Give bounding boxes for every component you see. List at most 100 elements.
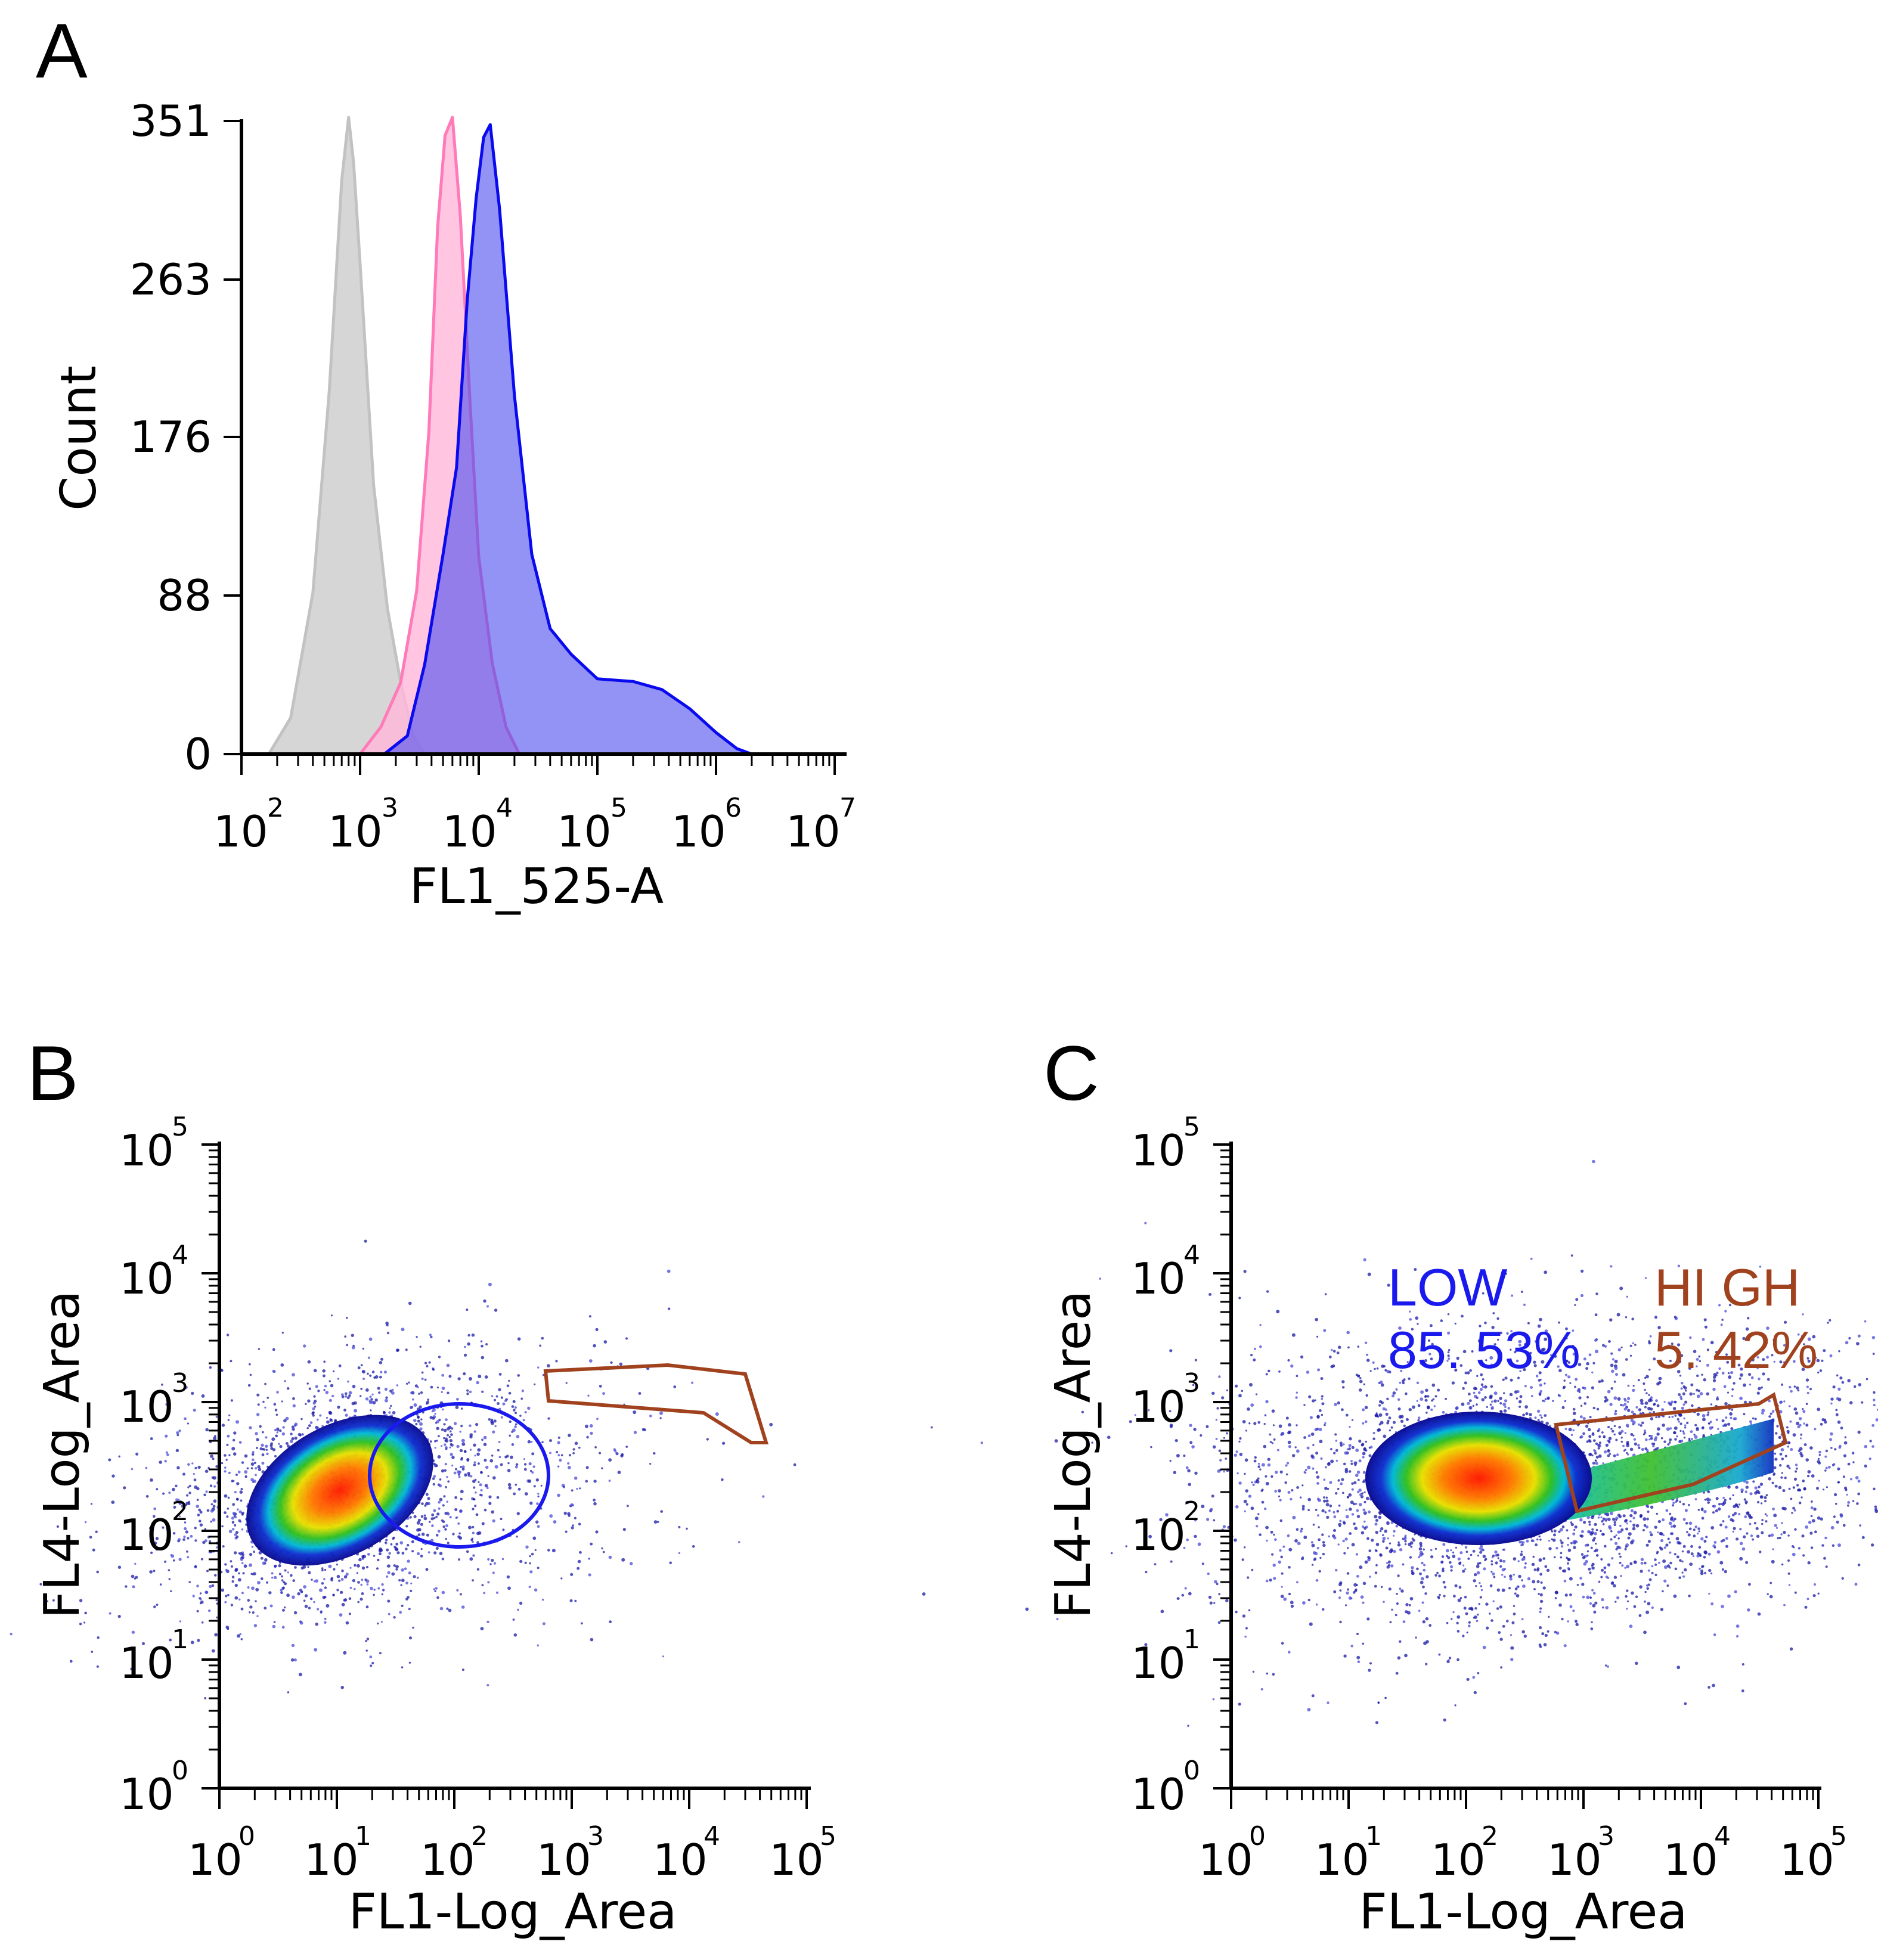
scatter-dot <box>451 1464 454 1467</box>
scatter-dot <box>385 1539 388 1542</box>
scatter-dot <box>1708 1568 1712 1573</box>
scatter-dot <box>588 1315 591 1318</box>
scatter-dot <box>1362 1508 1366 1512</box>
scatter-dot <box>443 1423 446 1426</box>
scatter-dot <box>284 1569 287 1572</box>
scatter-dot <box>317 1390 320 1393</box>
scatter-dot <box>1142 1418 1145 1421</box>
scatter-dot <box>361 1557 364 1560</box>
scatter-dot <box>649 1463 652 1465</box>
scatter-dot <box>1501 1574 1504 1576</box>
y-tick-exp: 1 <box>172 1624 188 1655</box>
scatter-dot <box>221 1424 225 1427</box>
scatter-dot <box>1643 1524 1647 1527</box>
scatter-dot <box>1181 1593 1185 1597</box>
scatter-dot <box>1238 1394 1242 1398</box>
panel-b-high-gate[interactable] <box>543 1363 769 1444</box>
scatter-dot <box>1474 1387 1478 1391</box>
scatter-dot <box>426 1533 430 1537</box>
scatter-dot <box>469 1557 473 1561</box>
scatter-dot <box>442 1504 445 1507</box>
scatter-dot <box>653 1452 656 1455</box>
scatter-dot <box>233 1512 237 1516</box>
scatter-dot <box>360 1388 363 1390</box>
panel-b-ticks <box>202 1143 808 1809</box>
scatter-dot <box>243 1564 247 1568</box>
scatter-dot <box>653 1520 658 1524</box>
scatter-dot <box>587 1394 590 1397</box>
scatter-dot <box>1712 1511 1715 1514</box>
scatter-dot <box>319 1414 322 1417</box>
scatter-dot <box>261 1462 265 1465</box>
scatter-dot <box>1710 1341 1714 1345</box>
scatter-dot <box>155 1537 159 1540</box>
scatter-dot <box>256 1393 260 1397</box>
scatter-dot <box>1362 1642 1365 1645</box>
scatter-dot <box>1418 1547 1423 1551</box>
scatter-dot <box>473 1486 476 1489</box>
scatter-dot <box>1681 1560 1684 1563</box>
scatter-dot <box>135 1452 139 1456</box>
scatter-dot <box>1681 1571 1684 1574</box>
scatter-dot <box>1476 1403 1478 1406</box>
scatter-dot <box>1278 1370 1281 1373</box>
scatter-dot <box>1201 1562 1204 1565</box>
scatter-dot <box>1648 1340 1651 1343</box>
scatter-dot <box>436 1387 439 1389</box>
scatter-dot <box>480 1489 483 1491</box>
scatter-dot <box>228 1530 233 1533</box>
scatter-dot <box>433 1516 436 1519</box>
scatter-dot <box>1405 1603 1409 1607</box>
scatter-dot <box>1316 1415 1320 1418</box>
scatter-dot <box>533 1485 536 1488</box>
scatter-dot <box>1524 1385 1527 1388</box>
scatter-dot <box>469 1449 472 1451</box>
scatter-dot <box>1645 1543 1649 1547</box>
scatter-dot <box>294 1422 298 1426</box>
scatter-dot <box>1443 1718 1446 1722</box>
scatter-dot <box>547 1549 550 1552</box>
scatter-dot <box>1575 1378 1578 1381</box>
scatter-dot <box>1614 1366 1618 1370</box>
scatter-dot <box>1431 1383 1436 1387</box>
scatter-dot <box>170 1590 172 1592</box>
scatter-dot <box>1617 1397 1621 1401</box>
scatter-dot <box>210 1503 213 1506</box>
scatter-dot <box>1786 1426 1789 1429</box>
scatter-dot <box>1655 1416 1657 1419</box>
scatter-dot <box>1328 1535 1330 1538</box>
scatter-dot <box>1644 1561 1647 1565</box>
scatter-dot <box>1492 1554 1495 1558</box>
scatter-dot <box>1409 1318 1412 1321</box>
scatter-dot <box>1706 1348 1710 1351</box>
scatter-dot <box>1243 1546 1246 1549</box>
scatter-dot <box>349 1586 352 1589</box>
scatter-dot <box>1846 1493 1848 1496</box>
scatter-dot <box>274 1564 277 1568</box>
scatter-dot <box>486 1305 489 1308</box>
scatter-dot <box>289 1439 293 1443</box>
scatter-dot <box>487 1558 490 1561</box>
scatter-dot <box>1319 1556 1322 1559</box>
scatter-dot <box>1644 1277 1647 1279</box>
scatter-dot <box>1806 1391 1809 1394</box>
scatter-dot <box>481 1584 484 1587</box>
scatter-dot <box>493 1562 497 1565</box>
scatter-dot <box>393 1564 396 1567</box>
scatter-dot <box>572 1448 575 1451</box>
scatter-dot <box>1689 1562 1693 1567</box>
scatter-dot <box>1614 1359 1618 1363</box>
scatter-dot <box>234 1533 237 1536</box>
scatter-dot <box>197 1465 201 1469</box>
scatter-dot <box>1367 1272 1371 1276</box>
scatter-dot <box>1821 1359 1824 1362</box>
scatter-dot <box>1852 1500 1855 1502</box>
scatter-dot <box>464 1345 466 1348</box>
scatter-dot <box>1605 1606 1609 1609</box>
scatter-dot <box>1269 1441 1272 1443</box>
scatter-dot <box>1684 1568 1687 1572</box>
panel-b-low-gate[interactable] <box>368 1402 550 1549</box>
x-tick-base: 10 <box>442 807 497 857</box>
scatter-dot <box>1323 1496 1325 1499</box>
scatter-dot <box>534 1383 536 1385</box>
